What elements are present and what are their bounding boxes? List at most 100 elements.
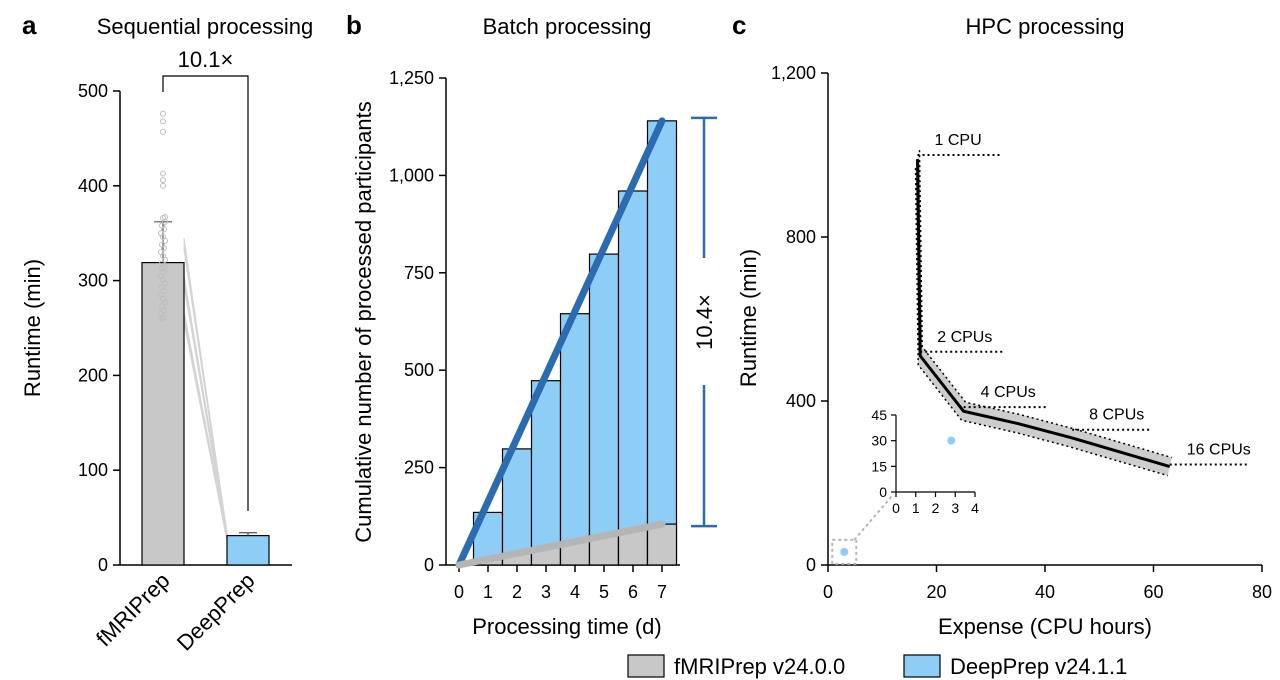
panel-b-xlabel: Processing time (d)	[472, 614, 662, 639]
b-y-tick-label: 0	[424, 555, 434, 575]
b-bar-deepprep	[559, 313, 591, 566]
b-bar-deepprep	[501, 448, 533, 566]
a-outlier-point	[160, 177, 166, 184]
panel-c-letter: c	[732, 10, 746, 40]
c-inset-y-tick-label: 45	[871, 407, 887, 423]
a-outlier-point	[160, 170, 166, 177]
a-fold-annotation: 10.1×	[178, 47, 234, 72]
c-deepprep-point	[840, 547, 849, 556]
a-sample-point	[161, 288, 167, 295]
c-inset-x-tick-label: 3	[951, 500, 959, 516]
a-paired-line	[183, 237, 228, 536]
c-cpu-label: 2 CPUs	[937, 329, 992, 346]
b-bar-deepprep	[530, 380, 562, 566]
c-y-tick-label: 1,200	[771, 63, 816, 83]
b-x-tick-label: 6	[628, 582, 638, 602]
c-cpu-label: 8 CPUs	[1089, 407, 1144, 424]
a-sample-point	[161, 306, 167, 313]
a-paired-line	[183, 274, 228, 534]
b-x-tick-label: 1	[483, 582, 493, 602]
a-sample-point	[161, 264, 167, 271]
a-y-tick-label: 100	[78, 460, 108, 480]
c-x-tick-label: 60	[1143, 582, 1163, 602]
b-y-tick-label: 1,250	[389, 68, 434, 88]
a-y-tick-label: 200	[78, 365, 108, 385]
panel-c-title: HPC processing	[966, 14, 1125, 39]
c-x-tick-label: 40	[1035, 582, 1055, 602]
b-bar-fmriprep	[617, 529, 649, 566]
c-confidence-band	[915, 150, 1172, 476]
a-sample-point	[161, 245, 167, 252]
c-series-line	[916, 159, 1171, 469]
a-y-tick-label: 500	[78, 81, 108, 101]
b-x-tick-label: 7	[657, 582, 667, 602]
a-outlier-point	[160, 110, 166, 117]
panel-c-xlabel: Expense (CPU hours)	[938, 614, 1152, 639]
b-fold-annotation: 10.4×	[692, 294, 717, 350]
legend-label-deepprep: DeepPrep v24.1.1	[950, 654, 1127, 679]
c-x-tick-label: 80	[1252, 582, 1272, 602]
c-inset-y-tick-label: 0	[879, 484, 887, 500]
panel-a-letter: a	[22, 10, 37, 40]
a-y-tick-label: 0	[98, 555, 108, 575]
a-sample-point	[162, 256, 168, 263]
c-band-lower-edge	[914, 168, 1168, 477]
c-y-tick-label: 400	[786, 391, 816, 411]
c-cpu-label: 1 CPU	[935, 132, 982, 149]
b-x-tick-label: 5	[599, 582, 609, 602]
a-category-label: fMRIPrep	[91, 568, 174, 651]
b-bar-fmriprep	[646, 523, 678, 566]
b-y-tick-label: 750	[404, 263, 434, 283]
a-sample-point	[162, 280, 168, 287]
a-y-tick-label: 300	[78, 271, 108, 291]
c-cpu-label: 4 CPUs	[981, 384, 1036, 401]
b-x-tick-label: 0	[454, 582, 464, 602]
panel-b-ylabel: Cumulative number of processed participa…	[351, 101, 376, 542]
legend: fMRIPrep v24.0.0 DeepPrep v24.1.1	[627, 654, 1127, 679]
a-outlier-point	[160, 182, 166, 189]
b-x-tick-label: 3	[541, 582, 551, 602]
c-inset-x-tick-label: 4	[971, 500, 979, 516]
c-leader-line	[853, 495, 893, 541]
c-x-tick-label: 0	[823, 582, 833, 602]
b-x-tick-label: 4	[570, 582, 580, 602]
b-y-tick-label: 500	[404, 360, 434, 380]
c-inset-x-tick-label: 2	[932, 500, 940, 516]
panel-a-ylabel: Runtime (min)	[20, 259, 45, 397]
a-sample-point	[160, 314, 166, 321]
legend-swatch-fmriprep	[627, 654, 665, 678]
b-trend-deepprep	[455, 117, 666, 569]
c-inset-point	[947, 436, 956, 445]
legend-swatch-deepprep	[903, 654, 941, 678]
panel-a: a Sequential processing Runtime (min) 0 1…	[20, 10, 313, 656]
a-outlier-point	[160, 128, 166, 135]
a-sample-point	[162, 299, 168, 306]
c-inset-y-tick-label: 15	[871, 458, 887, 474]
a-sample-point	[162, 237, 168, 244]
panel-b: b Batch processing Cumulative number of …	[346, 10, 717, 639]
c-highlight-box	[831, 538, 858, 565]
panel-b-letter: b	[346, 10, 362, 40]
c-inset-y-tick-label: 30	[871, 433, 887, 449]
a-bar-deepprep	[226, 535, 270, 566]
c-inset-x-tick-label: 1	[912, 500, 920, 516]
b-bar-deepprep	[646, 120, 678, 566]
b-y-tick-label: 250	[404, 458, 434, 478]
panel-c: c HPC processing Runtime (min) Expense (…	[732, 10, 1272, 639]
b-x-tick-label: 2	[512, 582, 522, 602]
panel-a-title: Sequential processing	[97, 14, 313, 39]
c-inset-x-tick-label: 0	[892, 500, 900, 516]
c-x-tick-label: 20	[926, 582, 946, 602]
b-bar-deepprep	[617, 190, 649, 566]
legend-label-fmriprep: fMRIPrep v24.0.0	[674, 654, 845, 679]
b-bar-deepprep	[588, 253, 620, 566]
panel-b-title: Batch processing	[483, 14, 652, 39]
panel-c-ylabel: Runtime (min)	[736, 249, 761, 387]
b-y-tick-label: 1,000	[389, 165, 434, 185]
a-sample-point	[162, 214, 168, 221]
a-outlier-point	[160, 118, 166, 125]
